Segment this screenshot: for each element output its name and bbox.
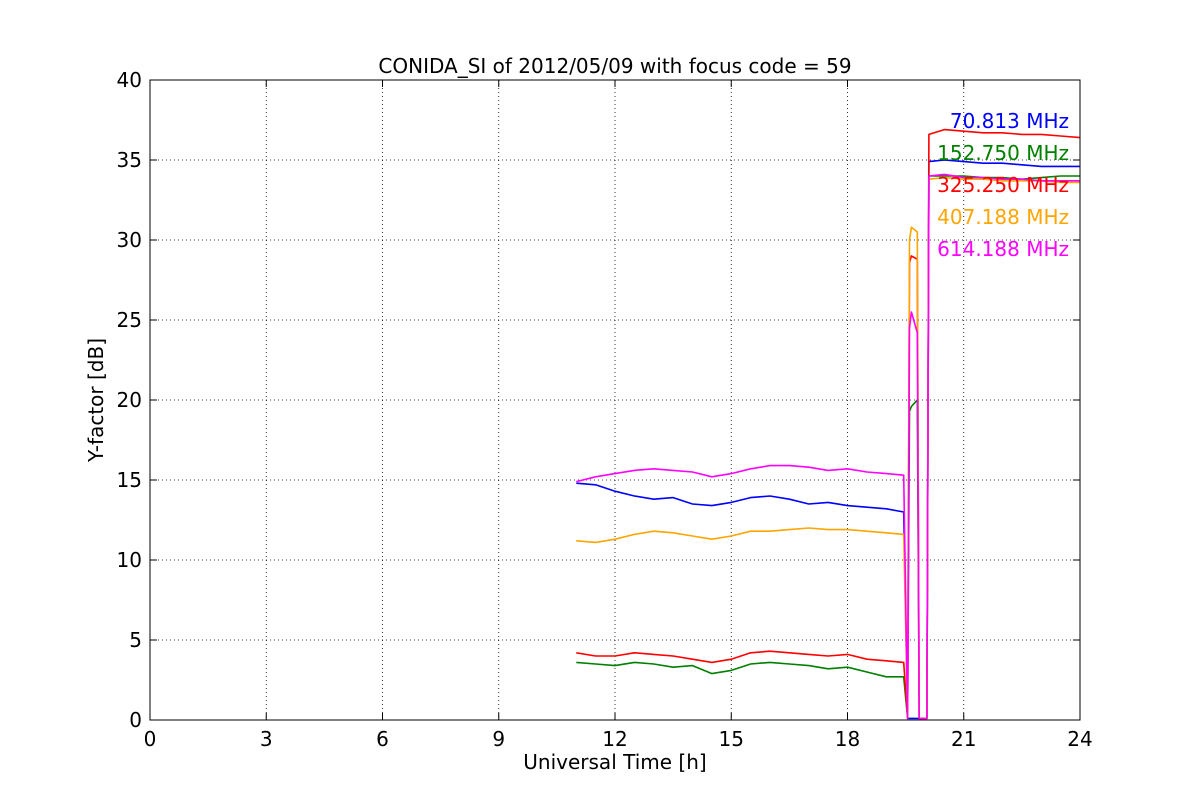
x-axis-label: Universal Time [h] — [523, 750, 706, 774]
y-tick-label: 0 — [129, 708, 142, 732]
series-line-2 — [576, 128, 1080, 720]
plot-area — [576, 128, 1080, 720]
x-tick-label: 6 — [376, 727, 389, 751]
x-tick-label: 18 — [835, 727, 860, 751]
x-tick-label: 12 — [602, 727, 627, 751]
series-line-3 — [576, 176, 1080, 720]
x-axis: 0 3 6 9 12 15 18 21 24 — [144, 80, 1093, 751]
x-tick-label: 3 — [260, 727, 273, 751]
y-tick-label: 40 — [117, 68, 142, 92]
x-tick-label: 9 — [492, 727, 505, 751]
series-line-4 — [576, 173, 1080, 720]
y-tick-label: 25 — [117, 308, 142, 332]
legend-label-0: 70.813 MHz — [950, 109, 1069, 133]
x-tick-label: 0 — [144, 727, 157, 751]
grid — [150, 80, 1080, 720]
legend-label-2: 325.250 MHz — [937, 173, 1069, 197]
legend-label-1: 152.750 MHz — [937, 141, 1069, 165]
x-tick-label: 15 — [719, 727, 744, 751]
series-line-0 — [576, 159, 1080, 720]
y-tick-label: 35 — [117, 148, 142, 172]
y-tick-label: 30 — [117, 228, 142, 252]
y-axis-label: Y-factor [dB] — [84, 338, 108, 463]
y-axis: 0 5 10 15 20 25 30 35 40 — [117, 68, 1080, 732]
y-tick-label: 10 — [117, 548, 142, 572]
x-tick-label: 24 — [1067, 727, 1092, 751]
y-tick-label: 20 — [117, 388, 142, 412]
y-tick-label: 5 — [129, 628, 142, 652]
legend-label-3: 407.188 MHz — [937, 205, 1069, 229]
x-tick-label: 21 — [951, 727, 976, 751]
chart-title: CONIDA_SI of 2012/05/09 with focus code … — [378, 54, 851, 78]
legend: 70.813 MHz 152.750 MHz 325.250 MHz 407.188 … — [937, 109, 1069, 261]
y-tick-label: 15 — [117, 468, 142, 492]
legend-label-4: 614.188 MHz — [937, 237, 1069, 261]
